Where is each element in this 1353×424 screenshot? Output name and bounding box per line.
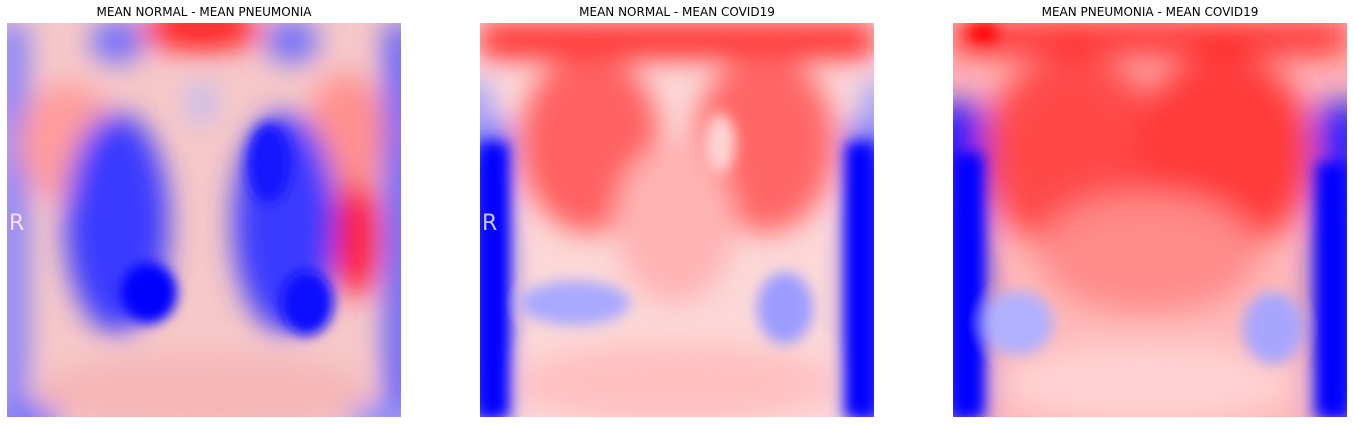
image-marker-letter: R	[9, 211, 24, 236]
image-marker-letter: R	[482, 211, 497, 236]
difference-map-panel-normal-covid19: MEAN NORMAL - MEAN COVID19 R	[480, 0, 874, 424]
difference-heatmap-image: R	[7, 23, 401, 417]
difference-map-panel-pneumonia-covid19: MEAN PNEUMONIA - MEAN COVID19	[953, 0, 1347, 424]
panel-title: MEAN NORMAL - MEAN PNEUMONIA	[7, 4, 401, 20]
panel-title: MEAN NORMAL - MEAN COVID19	[480, 4, 874, 20]
difference-heatmap-image	[953, 23, 1347, 417]
difference-heatmap-image: R	[480, 23, 874, 417]
panel-title: MEAN PNEUMONIA - MEAN COVID19	[953, 4, 1347, 20]
difference-map-panel-normal-pneumonia: MEAN NORMAL - MEAN PNEUMONIA	[7, 0, 401, 424]
